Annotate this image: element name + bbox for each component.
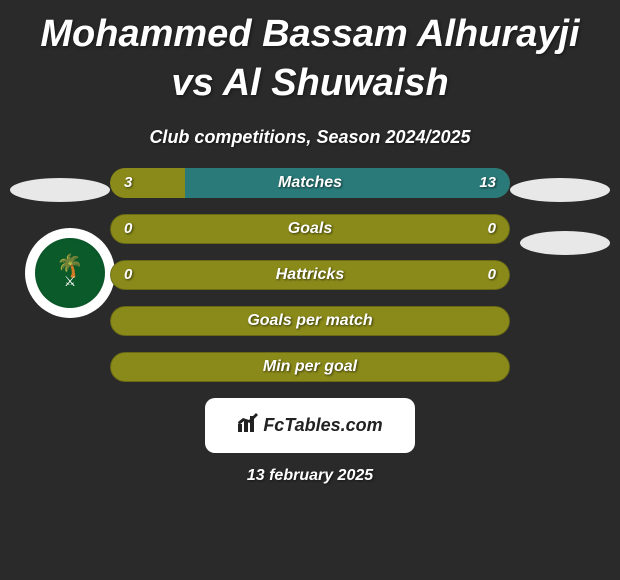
stat-bar-row: 313Matches	[110, 168, 510, 198]
logo-text: FcTables.com	[263, 415, 382, 436]
swords-icon: ⚔	[64, 273, 77, 290]
player-photo-right-1	[510, 178, 610, 202]
stat-label: Hattricks	[110, 266, 510, 284]
date-text: 13 february 2025	[0, 467, 620, 485]
fctables-logo[interactable]: FcTables.com	[205, 398, 415, 453]
player-photo-left	[10, 178, 110, 202]
club-badge-left: 🌴 ⚔	[25, 228, 115, 318]
stat-bars-container: 313Matches 00Goals 00Hattricks Goals per ma…	[110, 168, 510, 382]
stat-bar-row: 00Hattricks	[110, 260, 510, 290]
chart-icon	[237, 412, 259, 438]
comparison-content: 🌴 ⚔ 313Matches 00Goals 00Hattricks Goals pe…	[0, 168, 620, 382]
club-badge-inner: 🌴 ⚔	[35, 238, 105, 308]
page-title: Mohammed Bassam Alhurayji vs Al Shuwaish	[0, 0, 620, 109]
stat-bar-row: Goals per match	[110, 306, 510, 336]
player-photo-right-2	[520, 231, 610, 255]
stat-bar-row: 00Goals	[110, 214, 510, 244]
stat-label: Goals per match	[110, 312, 510, 330]
stat-bar-row: Min per goal	[110, 352, 510, 382]
subtitle: Club competitions, Season 2024/2025	[0, 127, 620, 148]
stat-label: Min per goal	[110, 358, 510, 376]
stat-label: Matches	[110, 174, 510, 192]
stat-label: Goals	[110, 220, 510, 238]
